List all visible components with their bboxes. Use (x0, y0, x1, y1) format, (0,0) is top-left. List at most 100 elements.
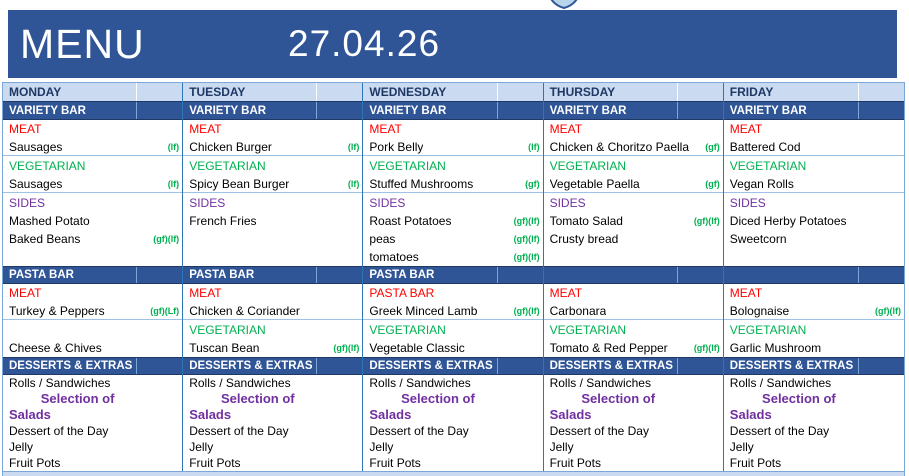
item-name: Baked Beans (9, 232, 81, 246)
item-name: Stuffed Mushrooms (369, 176, 474, 191)
desserts-extras-header: DESSERTS & EXTRAS (363, 357, 543, 375)
tag-column-divider (857, 102, 904, 119)
dessert-item: Jelly (189, 440, 214, 454)
item-name: Greek Minced Lamb (369, 303, 478, 318)
day-name: FRIDAY (729, 85, 774, 99)
dessert-item: Dessert of the Day (369, 424, 469, 438)
diet-tag: (gf)(lf) (693, 343, 720, 353)
item-name: Chicken & Coriander (189, 303, 300, 318)
day-name: TUESDAY (189, 85, 246, 99)
pasta-bar-header (543, 266, 723, 284)
pasta-vegetarian-label (3, 320, 182, 339)
meat-item: Pork Belly (lf) (363, 138, 543, 156)
pasta-vegetarian-label: VEGETARIAN (189, 322, 266, 337)
item-name: Diced Herby Potatoes (729, 214, 847, 228)
sides-label: SIDES (729, 195, 766, 210)
diet-tag: (gf)(lf) (513, 305, 540, 316)
tag-column-divider (857, 267, 904, 283)
sides-label: SIDES (369, 195, 406, 210)
page-title: MENU (20, 20, 145, 67)
salad-selection-line1: Selection of (581, 391, 656, 406)
desserts-extras-header: DESSERTS & EXTRAS (183, 357, 363, 375)
sides-label: SIDES (9, 195, 46, 210)
day-column: FRIDAY VARIETY BAR MEAT Battered Cod VEG… (723, 83, 904, 471)
menu-date: 27.04.26 (288, 23, 441, 64)
tag-column-divider (496, 267, 543, 283)
side-item: French Fries (183, 212, 362, 230)
tag-column-divider (676, 267, 723, 283)
tag-column-divider (676, 358, 723, 374)
item-name: Vegan Rolls (729, 176, 794, 191)
pasta-bar-header: PASTA BAR (3, 266, 183, 284)
tag-column-divider (496, 83, 543, 101)
dessert-item: Jelly (729, 440, 754, 454)
side-item: Tomato Salad (gf)(lf) (544, 212, 723, 230)
vegetarian-item: Vegan Rolls (723, 175, 904, 193)
side-item: peas (gf)(lf) (363, 230, 542, 248)
diet-tag: (gf)(lf) (153, 234, 180, 244)
side-item: Diced Herby Potatoes (724, 212, 904, 230)
item-name: Tomato & Red Pepper (549, 341, 668, 355)
diet-tag: (gf)(lf) (875, 305, 901, 316)
item-name: Garlic Mushroom (729, 341, 822, 355)
day-header: TUESDAY (183, 83, 363, 101)
pasta-vegetarian-item: Tuscan Bean (gf)(lf) (183, 339, 362, 357)
vegetarian-item: Sausages (lf) (3, 175, 183, 193)
diet-tag: (lf) (167, 141, 180, 152)
salad-selection-line2: Salads (189, 407, 232, 422)
pasta-meat-label: PASTA BAR (369, 286, 435, 300)
day-header: FRIDAY (723, 83, 904, 101)
desserts-extras-label: DESSERTS & EXTRAS (729, 360, 854, 372)
pasta-meat-label: MEAT (189, 286, 222, 300)
variety-bar-label: VARIETY BAR (549, 104, 627, 117)
pasta-meat-item: Turkey & Peppers (gf)(Lf) (3, 302, 183, 320)
tag-column-divider (857, 358, 904, 374)
item-name: Tomato Salad (549, 214, 623, 228)
dessert-item: Dessert of the Day (9, 424, 109, 438)
pasta-vegetarian-label: VEGETARIAN (729, 322, 807, 337)
dessert-item: Rolls / Sandwiches (369, 376, 471, 390)
item-name: Pork Belly (369, 139, 424, 154)
menu-grid: MONDAY VARIETY BAR MEAT Sausages (lf) VE… (3, 83, 904, 471)
salad-selection-line2: Salads (729, 407, 772, 422)
diet-tag: (gf) (525, 178, 540, 189)
pasta-meat-item: Bolognaise (gf)(lf) (723, 302, 904, 320)
tag-column-divider (496, 102, 543, 119)
variety-bar-header: VARIETY BAR (363, 101, 543, 120)
item-name: Carbonara (549, 303, 607, 318)
salad-selection-line1: Selection of (401, 391, 475, 406)
salad-selection-line2: Salads (9, 407, 51, 422)
day-column: THURSDAY VARIETY BAR MEAT Chicken & Chor… (543, 83, 724, 471)
dessert-item: Rolls / Sandwiches (729, 376, 832, 390)
side-item: Mashed Potato (3, 212, 182, 230)
salad-selection-line2: Salads (369, 407, 412, 422)
dessert-item: Rolls / Sandwiches (189, 376, 291, 390)
side-item (544, 248, 723, 266)
diet-tag: (gf)(lf) (333, 343, 360, 353)
salad-selection-line1: Selection of (762, 391, 836, 406)
vegetarian-label: VEGETARIAN (9, 158, 86, 173)
meat-label: MEAT (549, 122, 583, 136)
item-name: Roast Potatoes (369, 214, 452, 228)
tag-column-divider (676, 102, 723, 119)
side-item: tomatoes (gf)(lf) (363, 248, 542, 266)
variety-bar-label: VARIETY BAR (189, 104, 267, 117)
meat-item: Chicken & Choritzo Paella (gf) (543, 138, 723, 156)
vegetarian-item: Stuffed Mushrooms (gf) (363, 175, 543, 193)
pasta-bar-header (723, 266, 904, 284)
pasta-bar-header: PASTA BAR (183, 266, 363, 284)
item-name: Chicken & Choritzo Paella (549, 139, 689, 154)
day-header: MONDAY (3, 83, 183, 101)
side-item (183, 230, 362, 248)
day-column: TUESDAY VARIETY BAR MEAT Chicken Burger … (183, 83, 364, 471)
pasta-vegetarian-label: VEGETARIAN (369, 322, 446, 337)
pasta-vegetarian-item: Cheese & Chives (3, 339, 182, 357)
pasta-meat-label: MEAT (729, 286, 763, 300)
meat-item: Chicken Burger (lf) (183, 138, 363, 156)
dessert-item: Fruit Pots (369, 456, 421, 470)
day-name: THURSDAY (549, 85, 616, 99)
tag-column-divider (496, 358, 543, 374)
salad-selection-line1: Selection of (220, 391, 295, 406)
pasta-meat-item: Greek Minced Lamb (gf)(lf) (363, 302, 543, 320)
day-header: WEDNESDAY (363, 83, 543, 101)
